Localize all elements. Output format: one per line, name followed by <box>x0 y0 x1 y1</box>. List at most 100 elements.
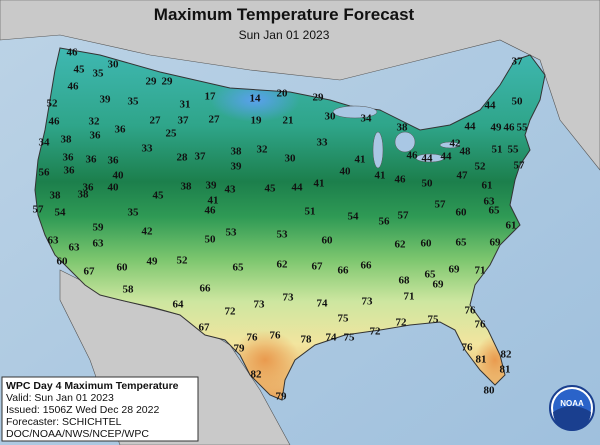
temperature-label: 37 <box>178 115 190 127</box>
temperature-label: 36 <box>83 182 95 194</box>
temperature-label: 73 <box>362 296 374 308</box>
temperature-label: 60 <box>57 256 69 268</box>
temperature-label: 51 <box>305 206 316 218</box>
temperature-label: 36 <box>63 152 75 164</box>
logo-text: NOAA <box>560 399 584 408</box>
temperature-label: 55 <box>517 122 529 134</box>
info-box <box>1 376 199 442</box>
temperature-label: 46 <box>49 116 61 128</box>
temperature-label: 50 <box>422 178 434 190</box>
temperature-label: 60 <box>421 238 433 250</box>
temperature-label: 42 <box>142 226 154 238</box>
temperature-label: 82 <box>501 349 513 361</box>
temperature-label: 44 <box>465 121 477 133</box>
temperature-label: 35 <box>93 68 105 80</box>
temperature-label: 69 <box>433 279 445 291</box>
temperature-label: 49 <box>147 256 159 268</box>
temperature-label: 38 <box>61 134 73 146</box>
temperature-label: 30 <box>325 111 337 123</box>
temperature-label: 59 <box>93 222 105 234</box>
title: Maximum Temperature Forecast <box>154 5 415 24</box>
temperature-label: 40 <box>108 182 120 194</box>
temperature-label: 25 <box>166 128 178 140</box>
temperature-label: 63 <box>48 235 60 247</box>
info-line: Forecaster: SCHICHTEL <box>6 416 122 428</box>
temperature-label: 49 <box>491 122 503 134</box>
temperature-label: 39 <box>231 161 243 173</box>
temperature-label: 66 <box>200 283 212 295</box>
temperature-label: 60 <box>117 262 129 274</box>
great-lakes <box>332 105 461 169</box>
temperature-label: 41 <box>375 170 386 182</box>
temperature-label: 50 <box>512 96 524 108</box>
temperature-label: 65 <box>425 269 437 281</box>
temperature-label: 39 <box>100 94 112 106</box>
temperature-label: 79 <box>276 391 288 403</box>
temperature-label: 61 <box>482 180 493 192</box>
temperature-label: 46 <box>205 205 217 217</box>
temperature-label: 57 <box>514 160 526 172</box>
temperature-label: 55 <box>508 144 520 156</box>
temperature-label: 33 <box>317 137 329 149</box>
temperature-label: 38 <box>231 146 243 158</box>
temperature-label: 62 <box>395 239 407 251</box>
temperature-label: 76 <box>462 342 474 354</box>
temperature-label: 75 <box>338 313 350 325</box>
temperature-label: 33 <box>142 143 154 155</box>
temperature-label: 36 <box>108 155 120 167</box>
temperature-label: 73 <box>283 292 295 304</box>
temperature-label: 65 <box>233 262 245 274</box>
temperature-label: 74 <box>326 332 338 344</box>
temperature-label: 52 <box>47 98 59 110</box>
info-line: Valid: Sun Jan 01 2023 <box>6 392 114 404</box>
temperature-label: 52 <box>177 255 189 267</box>
temperature-label: 67 <box>199 322 211 334</box>
temperature-label: 80 <box>484 385 496 397</box>
temperature-label: 37 <box>512 56 524 68</box>
temperature-label: 57 <box>435 199 447 211</box>
temperature-label: 68 <box>399 275 411 287</box>
temperature-label: 66 <box>361 260 373 272</box>
temperature-label: 41 <box>314 178 325 190</box>
temperature-label: 36 <box>115 124 127 136</box>
temperature-label: 27 <box>150 115 162 127</box>
temperature-label: 42 <box>450 138 462 150</box>
temperature-label: 60 <box>322 235 334 247</box>
temperature-label: 76 <box>475 319 487 331</box>
temperature-label: 46 <box>68 81 80 93</box>
temperature-label: 78 <box>301 334 313 346</box>
temperature-label: 64 <box>173 299 185 311</box>
temperature-label: 67 <box>84 266 96 278</box>
temperature-label: 44 <box>441 151 453 163</box>
temperature-label: 27 <box>209 114 221 126</box>
temperature-label: 20 <box>277 88 289 100</box>
temperature-label: 63 <box>484 196 496 208</box>
temperature-label: 43 <box>225 184 237 196</box>
temperature-label: 38 <box>181 181 193 193</box>
temperature-label: 60 <box>456 207 468 219</box>
temperature-label: 46 <box>67 47 79 59</box>
temperature-label: 29 <box>146 76 158 88</box>
temperature-label: 34 <box>39 137 51 149</box>
temperature-label: 76 <box>247 332 259 344</box>
temperature-label: 45 <box>153 190 165 202</box>
temperature-label: 36 <box>64 165 76 177</box>
temperature-label: 63 <box>69 242 81 254</box>
temperature-label: 41 <box>355 154 366 166</box>
temperature-label: 74 <box>317 298 329 310</box>
temperature-label: 32 <box>257 144 269 156</box>
temperature-label: 44 <box>485 100 497 112</box>
info-line: DOC/NOAA/NWS/NCEP/WPC <box>6 428 149 440</box>
temperature-label: 65 <box>489 205 501 217</box>
temperature-label: 58 <box>123 284 135 296</box>
canada <box>0 0 600 171</box>
temperature-label: 31 <box>180 99 191 111</box>
temperature-label: 75 <box>344 332 356 344</box>
temperature-label: 76 <box>465 305 477 317</box>
temperature-label: 17 <box>205 91 217 103</box>
temperature-label: 37 <box>195 151 207 163</box>
temperature-label: 52 <box>475 161 487 173</box>
temperature-label: 71 <box>475 265 486 277</box>
